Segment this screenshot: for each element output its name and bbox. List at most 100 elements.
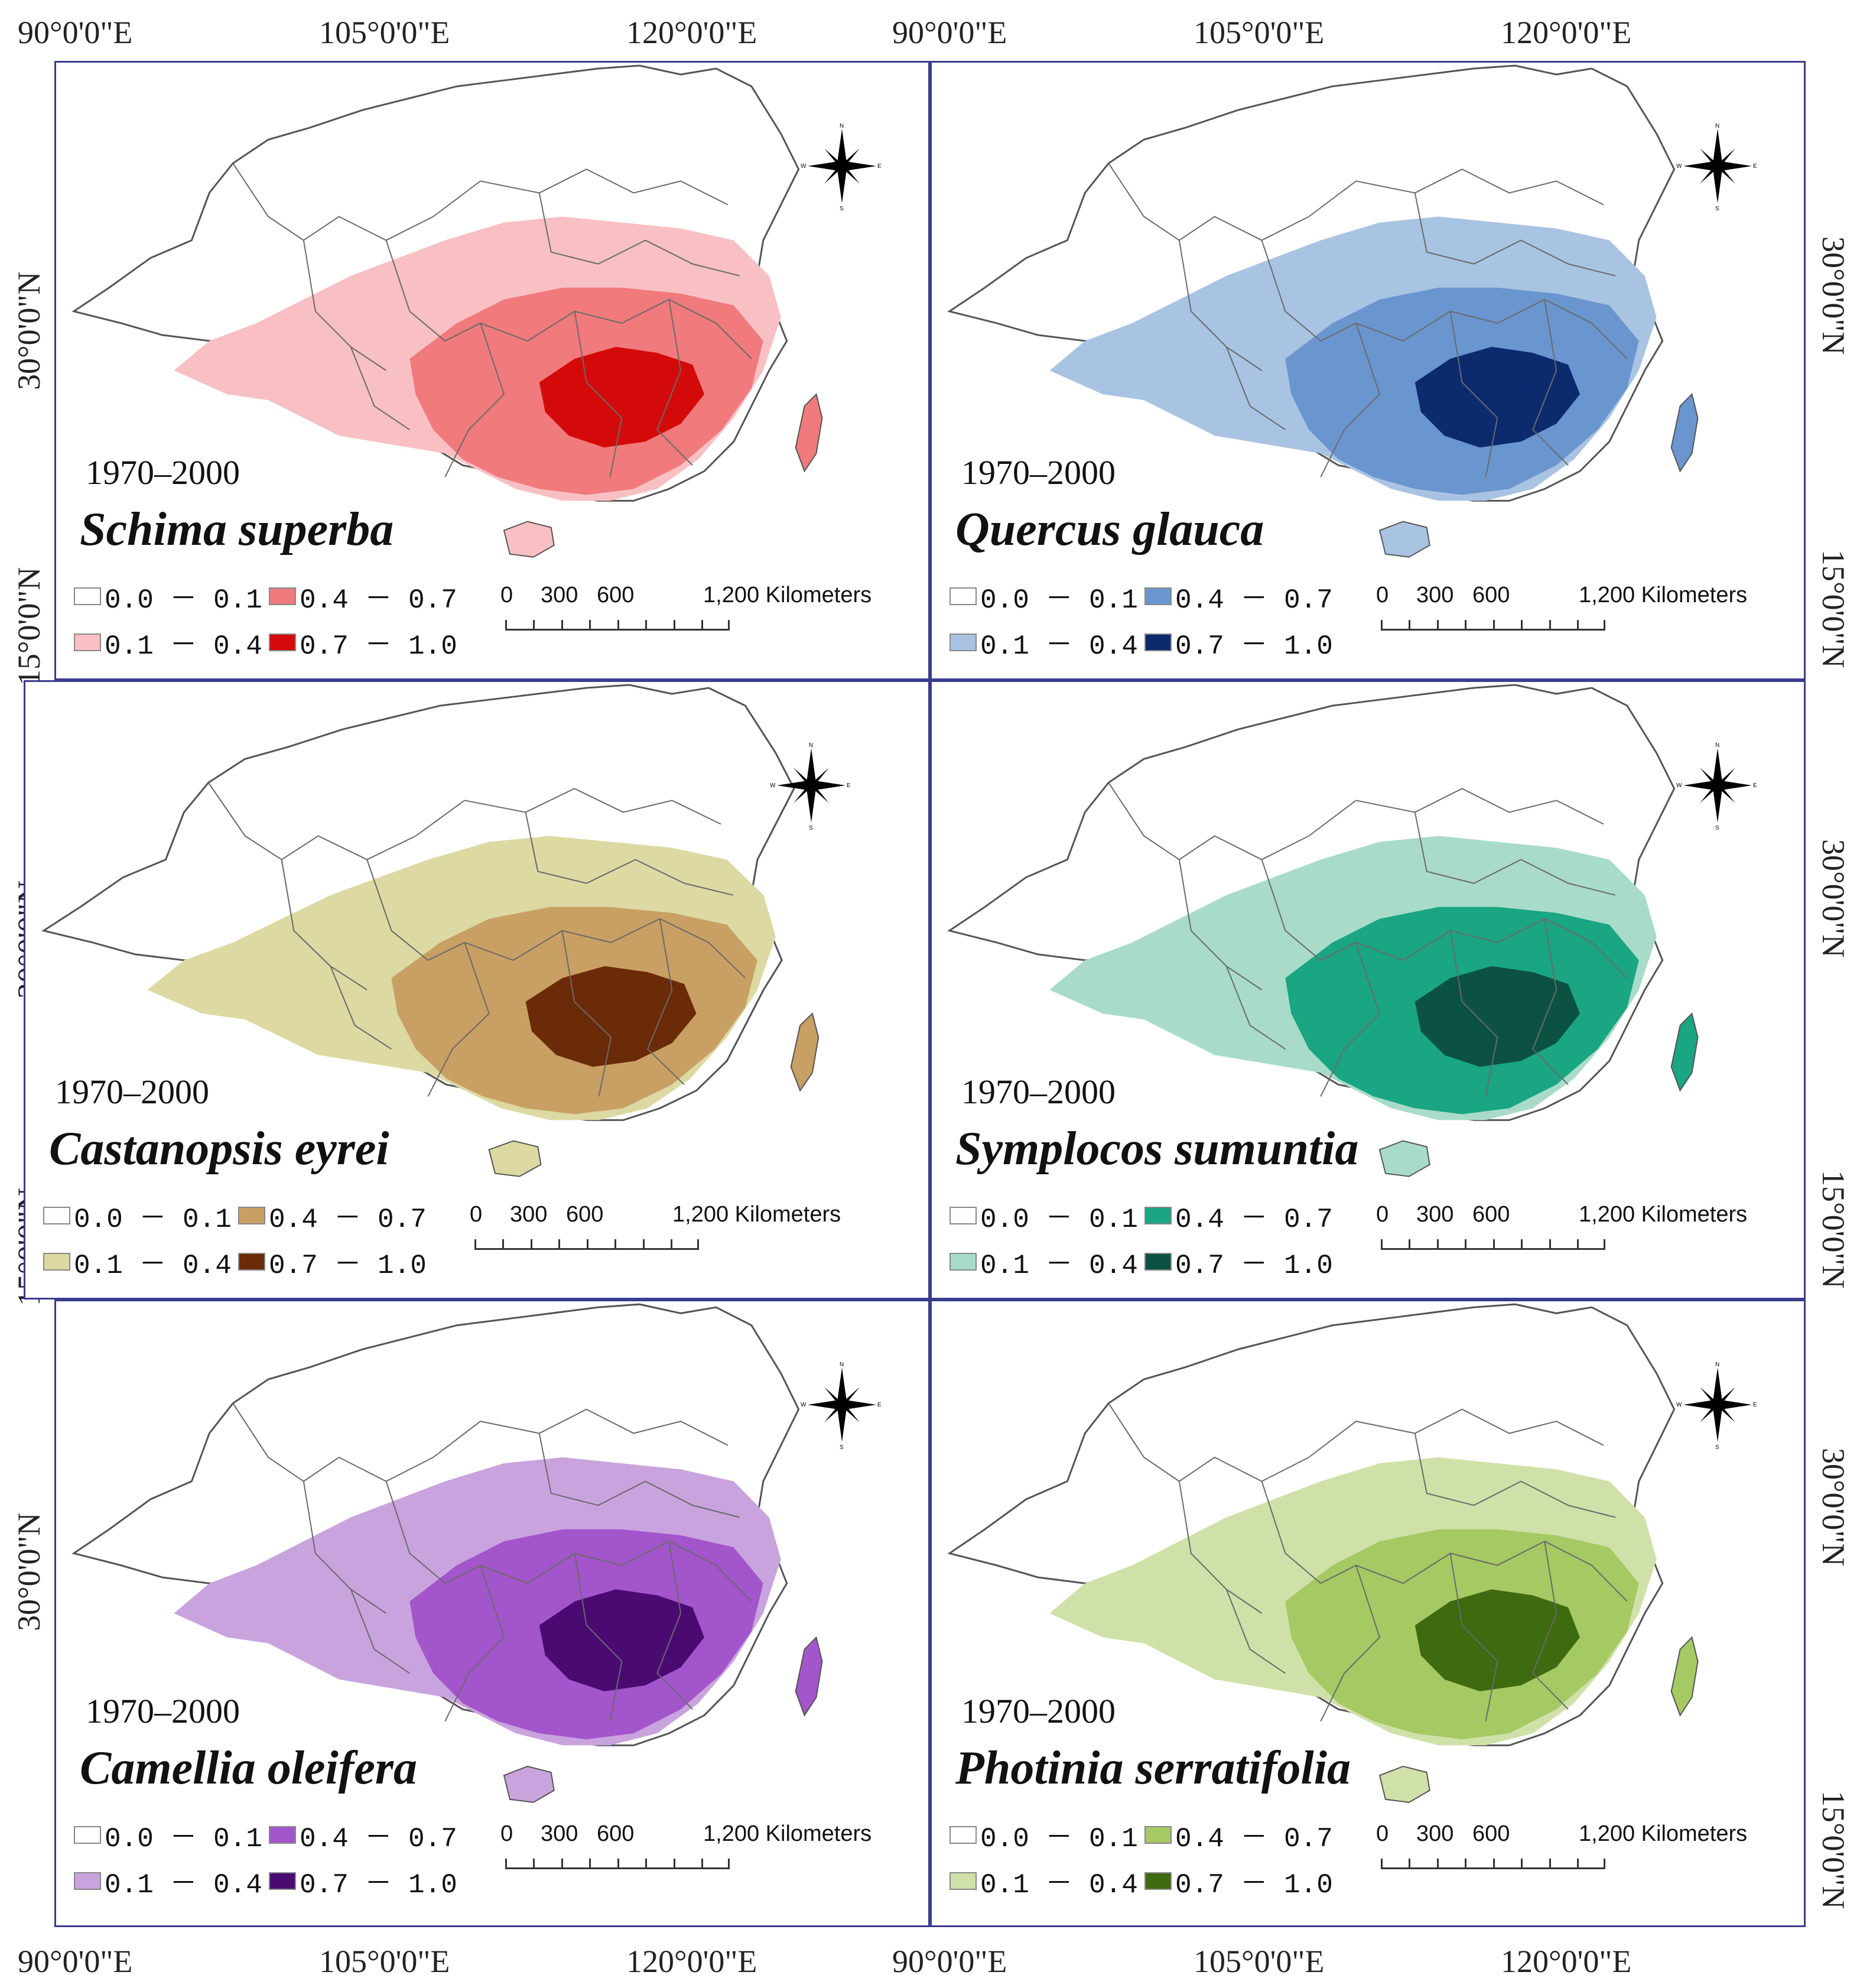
compass-rose-icon: N S E W [801,1362,882,1451]
legend-item-1: 0.1 － 0.4 [949,1242,1138,1281]
taiwan-island [795,1636,823,1717]
map-canvas [41,684,820,1177]
legend-swatch [949,1253,977,1271]
legend: 0.0 － 0.1 0.1 － 0.4 0.4 － 0.7 0.7 － 1.0 [949,1196,1363,1281]
legend-item-0: 0.0 － 0.1 [43,1196,232,1235]
legend-swatch [1144,587,1172,605]
suitability-zone-high [1414,1589,1581,1691]
legend-swatch [1144,1207,1172,1224]
taiwan-island [795,393,823,473]
lon-label-bottom-4: 90°0'0"E [892,1944,1007,1979]
time-period-label: 1970–2000 [961,1073,1116,1111]
compass-n: N [1715,742,1719,749]
scale-bar-line [505,1856,730,1869]
legend-label: 0.7 － 1.0 [1175,1870,1333,1901]
legend-label: 0.7 － 1.0 [269,1250,427,1281]
map-panel-3: N S E W 1970–2000 Castanopsis eyrei 0.0 … [24,680,930,1300]
legend-item-2: 0.4 － 0.7 [269,577,457,616]
scale-bar: 0 300 600 1,200 Kilometers [1376,1202,1759,1261]
legend-swatch [949,1207,977,1224]
lon-label-top-1: 90°0'0"E [18,15,133,50]
taiwan-island [790,1012,820,1092]
scale-label-300: 300 [1416,1821,1454,1846]
legend-item-0: 0.0 － 0.1 [949,577,1138,616]
scale-bar-line [1381,617,1605,631]
legend-swatch [74,1872,101,1890]
legend-swatch [74,1826,101,1844]
legend-swatch [238,1253,265,1271]
compass-e: E [1753,1402,1757,1408]
legend-item-0: 0.0 － 0.1 [949,1196,1138,1235]
scale-label-0: 0 [500,1821,513,1846]
suitability-zone-high [539,346,705,448]
map-panel-1: N S E W 1970–2000 Schima superba 0.0 － 0… [54,61,930,680]
lon-label-bottom-5: 105°0'0"E [1194,1944,1325,1979]
compass-n: N [840,123,844,129]
legend-label: 0.4 － 0.7 [269,1204,427,1235]
compass-rose-icon: N S E W [1676,742,1757,831]
taiwan-island [1670,393,1699,473]
legend-swatch [269,1872,296,1890]
suitability-zone-high [539,1589,705,1691]
scale-label-end: 1,200 Kilometers [703,1821,872,1846]
lon-label-bottom-2: 105°0'0"E [319,1944,450,1979]
legend-label: 0.4 － 0.7 [300,585,457,616]
legend-swatch [949,634,977,651]
legend: 0.0 － 0.1 0.1 － 0.4 0.4 － 0.7 0.7 － 1.0 [43,1196,457,1281]
province-boundaries [232,1403,752,1722]
scale-label-end: 1,200 Kilometers [1579,1202,1748,1227]
legend-label: 0.7 － 1.0 [1175,631,1333,662]
compass-e: E [1753,163,1757,170]
legend: 0.0 － 0.1 0.1 － 0.4 0.4 － 0.7 0.7 － 1.0 [74,577,487,662]
legend-item-1: 0.1 － 0.4 [949,1862,1138,1901]
legend-item-2: 0.4 － 0.7 [1144,577,1333,616]
lat-label-left-5: 30°0'0"N [11,1512,47,1631]
compass-w: W [801,1402,807,1408]
legend-item-1: 0.1 － 0.4 [949,623,1138,662]
legend-item-3: 0.7 － 1.0 [1144,1862,1333,1901]
scale-label-0: 0 [1376,583,1389,608]
legend-label: 0.7 － 1.0 [1175,1250,1333,1281]
compass-e: E [1753,782,1757,789]
suitability-zone-high [1414,346,1581,448]
compass-rose-icon: N S E W [1676,1362,1757,1451]
compass-rose-icon: N S E W [770,742,851,831]
scale-bar: 0 300 600 1,200 Kilometers [500,1821,883,1880]
lon-label-bottom-3: 120°0'0"E [626,1944,757,1979]
compass-s: S [840,1444,844,1449]
scale-label-600: 600 [1472,1821,1510,1846]
time-period-label: 1970–2000 [961,453,1116,492]
legend-item-2: 0.4 － 0.7 [269,1815,457,1854]
map-canvas [71,64,823,558]
lat-label-right-5: 30°0'0"N [1816,1448,1851,1567]
legend-label: 0.0 － 0.1 [980,1204,1138,1235]
legend-label: 0.7 － 1.0 [300,1870,457,1901]
scale-label-end: 1,200 Kilometers [703,583,872,608]
province-boundaries [1108,163,1628,477]
species-name: Symplocos sumuntia [955,1123,1359,1175]
compass-rose-icon: N S E W [801,123,882,212]
species-name: Camellia oleifera [80,1742,418,1794]
map-canvas [947,1303,1699,1803]
lat-label-right-2: 15°0'0"N [1816,550,1851,668]
scale-label-0: 0 [500,583,513,608]
compass-e: E [877,163,882,170]
scale-bar-line [505,617,730,631]
province-boundaries [232,163,752,477]
legend-swatch [1144,1872,1172,1890]
scale-label-300: 300 [510,1202,548,1227]
legend-item-0: 0.0 － 0.1 [74,577,262,616]
scale-label-0: 0 [1376,1821,1389,1846]
compass-s: S [1715,825,1719,830]
legend-label: 0.1 － 0.4 [105,631,262,662]
compass-w: W [801,163,807,170]
legend-label: 0.0 － 0.1 [105,1824,262,1854]
hainan-island [1378,1765,1430,1803]
scale-label-300: 300 [1416,583,1454,608]
lat-label-left-2: 15°0'0"N [11,567,47,686]
legend-label: 0.7 － 1.0 [300,631,457,662]
lon-label-bottom-1: 90°0'0"E [18,1944,133,1979]
legend-swatch [74,634,101,651]
legend: 0.0 － 0.1 0.1 － 0.4 0.4 － 0.7 0.7 － 1.0 [949,577,1363,662]
north-arrow: N S E W [770,741,853,831]
